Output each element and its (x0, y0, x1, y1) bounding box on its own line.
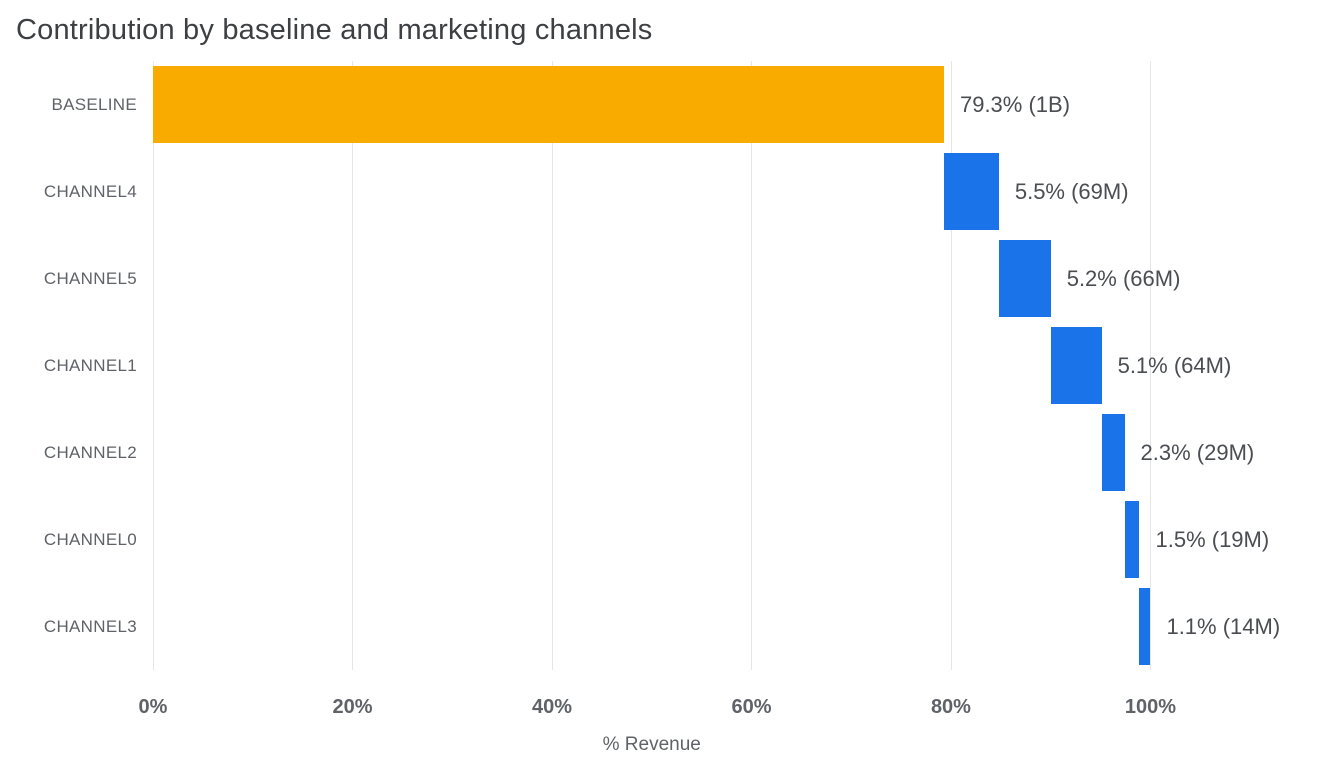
value-label: 5.1% (64M) (1117, 352, 1232, 378)
value-label: 1.5% (19M) (1155, 526, 1270, 552)
x-tick-label: 60% (731, 696, 772, 718)
x-axis-title: % Revenue (602, 734, 701, 755)
bar-rows: 79.3% (1B) 5.5% (69M) 5.2% (66M) 5.1% (64M)… (153, 61, 1330, 670)
gridlines (153, 61, 1330, 670)
value-label: 2.3% (29M) (1140, 439, 1255, 465)
bar-channel5 (998, 240, 1051, 317)
value-label: 5.2% (66M) (1066, 265, 1181, 291)
category-label: CHANNEL2 (43, 442, 137, 462)
bar-channel0 (1124, 501, 1140, 578)
category-label: CHANNEL5 (43, 268, 137, 288)
x-axis-title-row: % Revenue (153, 734, 1330, 758)
value-label: 79.3% (1B) (959, 91, 1071, 117)
bar-channel4 (943, 153, 999, 230)
category-label: CHANNEL3 (43, 616, 137, 636)
x-tick-label: 40% (531, 696, 572, 718)
bar-channel1 (1050, 327, 1102, 404)
gridline (1150, 61, 1152, 670)
x-axis-ticks: 0% 20% 40% 60% 80% 100% (139, 696, 1330, 722)
gridline (153, 61, 154, 670)
bar-channel2 (1101, 414, 1125, 491)
chart-row: 79.3% (1B) (153, 61, 1330, 148)
chart-row: 5.1% (64M) (153, 322, 1330, 409)
chart-area: BASELINE CHANNEL4 CHANNEL5 CHANNEL1 CHANNEL2… (0, 61, 1330, 670)
chart-row: 1.5% (19M) (153, 496, 1330, 583)
value-label: 1.1% (14M) (1166, 613, 1281, 639)
gridline (551, 61, 553, 670)
gridline (352, 61, 354, 670)
chart-row: 5.5% (69M) (153, 148, 1330, 235)
chart-row: 1.1% (14M) (153, 583, 1330, 670)
x-tick-label: 80% (930, 696, 971, 718)
chart-title: Contribution by baseline and marketing c… (16, 14, 653, 46)
x-tick-label: 0% (138, 696, 168, 718)
chart-row: 2.3% (29M) (153, 409, 1330, 496)
category-label: CHANNEL4 (43, 181, 137, 201)
gridline (751, 61, 753, 670)
category-label: CHANNEL0 (43, 529, 137, 549)
bar-baseline (153, 66, 944, 143)
value-label: 5.5% (69M) (1014, 178, 1129, 204)
chart-row: 5.2% (66M) (153, 235, 1330, 322)
plot-area: 79.3% (1B) 5.5% (69M) 5.2% (66M) 5.1% (64M)… (153, 61, 1330, 670)
category-labels-column: BASELINE CHANNEL4 CHANNEL5 CHANNEL1 CHANNEL2… (0, 61, 153, 670)
x-tick-label: 100% (1124, 696, 1177, 718)
gridline (950, 61, 952, 670)
category-label: CHANNEL1 (43, 355, 137, 375)
bar-channel3 (1139, 588, 1151, 665)
category-label: BASELINE (51, 94, 137, 114)
x-tick-label: 20% (332, 696, 373, 718)
